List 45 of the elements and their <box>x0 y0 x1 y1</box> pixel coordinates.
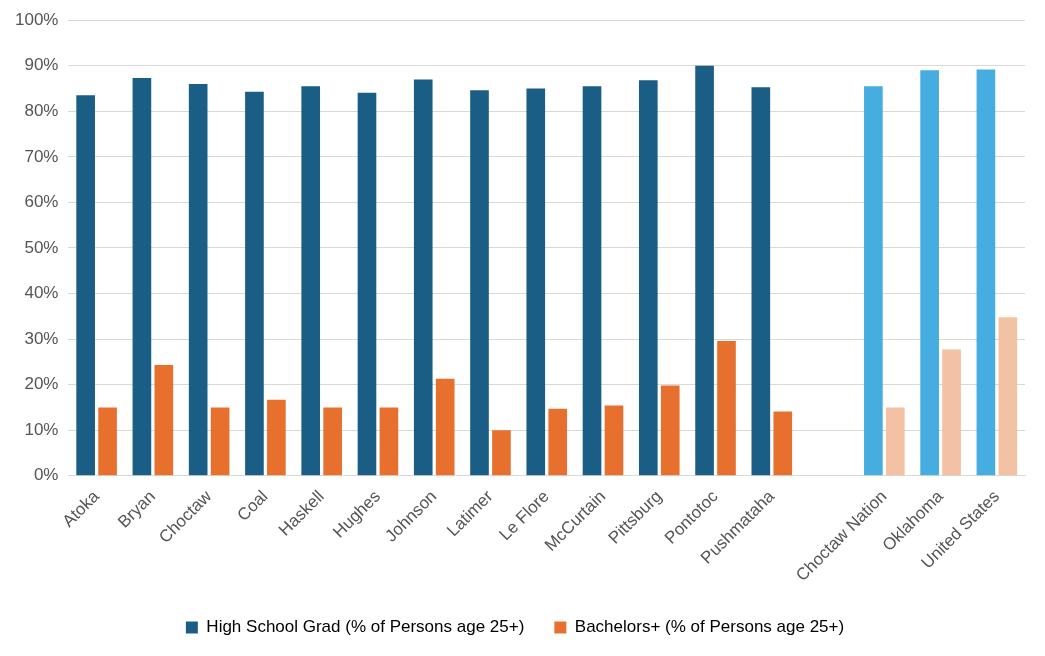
y-tick-label: 90% <box>24 55 59 75</box>
bar <box>210 407 230 476</box>
bar <box>492 430 511 476</box>
bar <box>379 407 399 476</box>
bar <box>470 90 489 476</box>
y-tick-label: 10% <box>24 419 59 439</box>
y-tick-label: 20% <box>24 374 59 394</box>
bar <box>773 411 793 476</box>
bar <box>245 91 264 476</box>
bar <box>920 70 939 476</box>
bar <box>526 88 546 476</box>
bar <box>301 86 321 476</box>
bar <box>885 407 905 476</box>
bar <box>976 69 996 476</box>
bar <box>942 349 961 476</box>
bar <box>435 378 455 476</box>
bar <box>357 92 377 476</box>
bar <box>998 317 1018 476</box>
bar <box>660 385 680 476</box>
bar <box>132 78 152 476</box>
bar <box>76 95 95 476</box>
y-tick-label: 50% <box>24 237 59 257</box>
bar <box>188 83 208 476</box>
bar <box>323 407 342 476</box>
bar <box>98 407 117 476</box>
y-tick-label: 60% <box>24 192 59 212</box>
bar <box>864 86 883 476</box>
y-tick-label: 30% <box>24 328 59 348</box>
legend-label: Bachelors+ (% of Persons age 25+) <box>574 617 845 637</box>
bar <box>582 86 602 476</box>
legend-label: High School Grad (% of Persons age 25+) <box>206 617 525 637</box>
bar <box>717 340 736 476</box>
y-tick-label: 40% <box>24 283 59 303</box>
bar <box>267 399 286 476</box>
y-tick-label: 70% <box>24 146 59 166</box>
bar <box>413 79 433 476</box>
bar <box>751 87 771 476</box>
bar <box>604 405 624 476</box>
bar <box>638 80 658 476</box>
bar <box>154 365 174 476</box>
bar <box>548 408 568 476</box>
y-tick-label: 100% <box>15 9 59 29</box>
y-tick-label: 80% <box>24 100 59 120</box>
y-tick-label: 0% <box>33 465 59 485</box>
bar <box>695 65 714 476</box>
